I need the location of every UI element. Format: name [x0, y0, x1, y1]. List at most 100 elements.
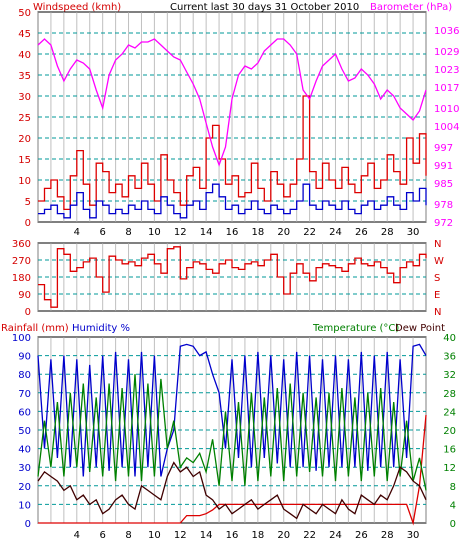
left-tick-label: 60 [18, 407, 31, 418]
x-tick-label: 16 [226, 227, 239, 238]
left-tick-label: 20 [18, 482, 31, 493]
x-tick-label: 20 [277, 227, 290, 238]
right-tick-label: 1017 [434, 83, 459, 94]
right-tick-label: 1036 [434, 26, 459, 37]
x-tick-label: 10 [148, 530, 161, 541]
x-tick-label: 30 [407, 227, 420, 238]
x-tick-label: 6 [99, 530, 105, 541]
right-tick-label: 8 [450, 482, 456, 493]
x-tick-label: 30 [407, 530, 420, 541]
dewpoint-title: Dew Point [395, 323, 445, 334]
compass-label: N [434, 239, 441, 250]
x-tick-label: 26 [355, 227, 368, 238]
left-tick-label: 90 [18, 290, 31, 301]
x-tick-label: 14 [200, 227, 213, 238]
right-tick-label: 1023 [434, 65, 459, 76]
x-tick-label: 6 [99, 227, 105, 238]
left-tick-label: 70 [18, 389, 31, 400]
x-tick-label: 8 [125, 227, 131, 238]
right-tick-label: 991 [434, 161, 453, 172]
left-tick-label: 35 [18, 71, 31, 82]
x-tick-label: 14 [200, 530, 213, 541]
x-tick-label: 18 [251, 530, 264, 541]
right-tick-label: 1004 [434, 122, 459, 133]
x-tick-label: 10 [148, 227, 161, 238]
left-tick-label: 180 [12, 273, 31, 284]
x-tick-label: 28 [381, 530, 394, 541]
wind-direction-line [38, 246, 427, 308]
rainfall-title: Rainfall (mm) [1, 323, 69, 334]
x-tick-label: 24 [329, 227, 342, 238]
x-tick-label: 8 [125, 530, 131, 541]
left-tick-label: 30 [18, 92, 31, 103]
left-tick-label: 270 [12, 256, 31, 267]
x-tick-label: 22 [303, 530, 316, 541]
left-tick-label: 30 [18, 463, 31, 474]
left-tick-label: 40 [18, 50, 31, 61]
right-tick-label: 997 [434, 143, 453, 154]
left-tick-label: 50 [18, 426, 31, 437]
right-tick-label: 4 [450, 500, 456, 511]
right-tick-label: 24 [443, 407, 456, 418]
right-tick-label: 0 [450, 519, 456, 530]
x-tick-label: 4 [74, 530, 80, 541]
left-tick-label: 360 [12, 239, 31, 250]
left-tick-label: 40 [18, 445, 31, 456]
left-tick-label: 0 [25, 218, 31, 229]
x-tick-label: 16 [226, 530, 239, 541]
wind-baro-plot: 0 5 10 15 20 25 30 35 40 45 50 972 978 985 991 997 1004 1… [18, 8, 459, 238]
right-tick-label: 16 [443, 445, 456, 456]
right-tick-label: 1029 [434, 47, 459, 58]
left-tick-label: 0 [25, 519, 31, 530]
compass-label: E [434, 290, 440, 301]
x-tick-label: 28 [381, 227, 394, 238]
windspeed-title: Windspeed (kmh) [33, 2, 121, 13]
left-tick-label: 90 [18, 352, 31, 363]
compass-label: W [434, 256, 444, 267]
barometer-line [37, 38, 427, 167]
dewpoint-line [37, 461, 427, 520]
humidity-temperature-plot: 0 10 20 30 40 50 60 70 80 90 100 0 4 8 12 16 20 24 28 32 36 4… [12, 333, 456, 541]
left-tick-label: 100 [12, 333, 31, 344]
wind-gust-line [38, 95, 427, 211]
right-tick-label: 32 [443, 370, 456, 381]
right-tick-label: 28 [443, 389, 456, 400]
left-tick-label: 10 [18, 176, 31, 187]
right-tick-label: 20 [443, 426, 456, 437]
x-tick-label: 12 [174, 530, 187, 541]
left-tick-label: 20 [18, 134, 31, 145]
left-tick-label: 5 [25, 197, 31, 208]
average-wind-line [38, 183, 427, 219]
humidity-title: Humidity % [72, 323, 130, 334]
right-tick-label: 972 [434, 218, 453, 229]
left-tick-label: 10 [18, 500, 31, 511]
right-tick-label: 978 [434, 200, 453, 211]
temperature-line [37, 374, 427, 491]
right-tick-label: 36 [443, 352, 456, 363]
left-tick-label: 15 [18, 155, 31, 166]
left-tick-label: 25 [18, 113, 31, 124]
compass-label: N [434, 307, 441, 318]
rainfall-line [38, 415, 427, 526]
left-tick-label: 0 [25, 307, 31, 318]
humidity-line [37, 343, 427, 477]
compass-label: S [434, 273, 440, 284]
right-tick-label: 12 [443, 463, 456, 474]
right-tick-label: 40 [443, 333, 456, 344]
x-tick-label: 24 [329, 530, 342, 541]
x-tick-label: 26 [355, 530, 368, 541]
x-tick-label: 12 [174, 227, 187, 238]
barometer-title: Barometer (hPa) [370, 2, 452, 13]
chart-title: Current last 30 days 31 October 2010 [170, 2, 359, 13]
x-tick-label: 22 [303, 227, 316, 238]
left-tick-label: 50 [18, 8, 31, 19]
right-tick-label: 985 [434, 179, 453, 190]
temperature-title: Temperature (°C) [312, 323, 399, 334]
left-tick-label: 45 [18, 29, 31, 40]
left-tick-label: 80 [18, 370, 31, 381]
right-tick-label: 1010 [434, 104, 459, 115]
x-tick-label: 20 [277, 530, 290, 541]
x-tick-label: 18 [251, 227, 264, 238]
